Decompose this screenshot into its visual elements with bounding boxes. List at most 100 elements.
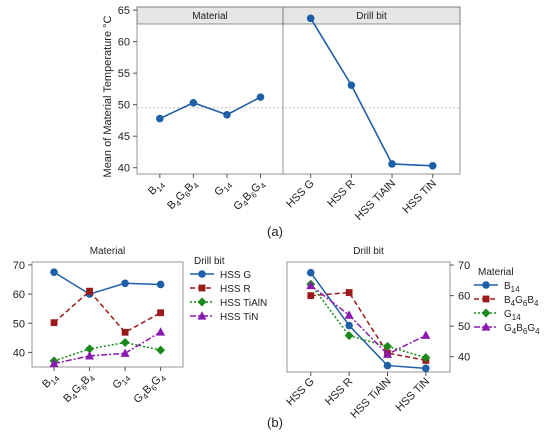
main-effect-line <box>159 96 261 120</box>
data-point <box>306 268 315 277</box>
data-point <box>223 110 231 119</box>
data-point <box>421 353 431 363</box>
label-text: G <box>515 295 523 306</box>
y-tick-label: 60 <box>13 289 25 301</box>
legend-swatch-marker <box>197 311 207 320</box>
label-subscript: 4 <box>259 181 269 191</box>
legend-title: Material <box>478 267 514 278</box>
x-tick-label: HSS R <box>325 178 357 210</box>
data-point <box>156 345 166 355</box>
x-tick-label: B4G6B4 <box>165 177 201 213</box>
legend-swatch-marker <box>482 281 490 289</box>
series-line <box>53 271 161 295</box>
y-tick-label: 55 <box>118 68 130 80</box>
data-point <box>345 289 353 296</box>
series-line <box>53 341 161 362</box>
label-subscript: 4 <box>159 374 169 384</box>
data-point <box>256 93 265 101</box>
x-tick-label: B14 <box>146 177 168 199</box>
y-tick-label: 45 <box>118 131 130 143</box>
series-line <box>53 331 162 365</box>
panel-title: Drill bit <box>353 246 384 257</box>
y-tick-label: 40 <box>458 352 470 364</box>
plot-frame <box>136 6 461 175</box>
label-subscript: 4 <box>241 198 251 208</box>
legend-swatch-marker <box>198 284 206 292</box>
data-point <box>383 361 392 370</box>
x-tick-label: HSS G <box>284 376 317 409</box>
label-subscript: 6 <box>249 190 259 200</box>
series-line <box>310 284 427 356</box>
y-tick-label: 70 <box>13 260 25 272</box>
data-point <box>120 338 130 347</box>
label-text: B <box>504 295 511 306</box>
series-line <box>310 283 427 359</box>
legend-label: B14 <box>504 281 520 294</box>
data-point <box>120 348 130 357</box>
data-point <box>382 341 392 351</box>
label-subscript: 4 <box>141 391 151 401</box>
y-tick-label: 70 <box>458 260 470 272</box>
data-point <box>156 327 166 336</box>
label-subscript: 4 <box>174 198 184 208</box>
y-tick-label: 60 <box>118 37 130 49</box>
label-subscript: 14 <box>512 313 521 322</box>
facet-strip-label: Drill bit <box>356 11 387 22</box>
panel-title: Material <box>90 246 126 257</box>
data-point <box>49 358 59 368</box>
plot-frame <box>286 261 451 373</box>
series-line <box>310 272 426 370</box>
y-tick-label: 60 <box>458 291 470 303</box>
label-subscript: 6 <box>183 189 193 199</box>
label-subscript: 4 <box>70 391 80 401</box>
x-tick-label: HSS TiAlN <box>353 178 398 223</box>
data-point <box>85 344 95 354</box>
x-tick-label: G4B6G4 <box>132 370 169 407</box>
x-tick-label: HSS R <box>323 376 355 408</box>
label-subscript: 4 <box>535 327 540 336</box>
label-subscript: 4 <box>512 327 517 336</box>
data-point <box>306 280 316 290</box>
data-point <box>121 279 129 288</box>
data-point <box>50 268 58 277</box>
data-point <box>156 114 164 123</box>
label-text: B <box>516 323 523 334</box>
data-point <box>307 292 315 300</box>
y-tick-label: 50 <box>13 318 25 330</box>
legend-label: B4G6B4 <box>504 295 539 308</box>
x-tick-label: B4G6B4 <box>61 370 97 406</box>
data-point <box>345 321 353 330</box>
data-point <box>189 98 198 107</box>
legend-swatch-marker <box>482 295 490 303</box>
x-tick-label: HSS TiN <box>401 178 439 216</box>
x-tick-label: G14 <box>110 370 133 393</box>
label-subscript: 4 <box>511 299 516 308</box>
legend-label: HSS G <box>220 270 251 281</box>
y-axis-label: Mean of Material Temperature °C <box>102 15 114 177</box>
legend-label: HSS R <box>220 284 251 295</box>
label-subscript: 6 <box>79 382 89 392</box>
label-subscript: 4 <box>534 299 539 308</box>
legend-label: G4B6G4 <box>504 323 540 336</box>
label-text: B <box>504 281 511 292</box>
x-tick-label: G4B6G4 <box>231 177 268 214</box>
data-point <box>344 331 354 341</box>
legend-swatch-marker <box>481 322 491 331</box>
panel-label-b: (b) <box>267 415 283 430</box>
data-point <box>344 310 354 319</box>
facet-strip-label: Material <box>192 11 228 22</box>
legend-label: G14 <box>504 309 521 322</box>
label-text: G <box>504 309 512 320</box>
label-text: G <box>504 323 512 334</box>
label-subscript: 6 <box>523 327 528 336</box>
label-text: B <box>527 295 534 306</box>
x-tick-label: HSS TiN <box>394 376 432 414</box>
data-point <box>422 364 430 373</box>
data-point <box>85 351 95 360</box>
x-tick-label: B14 <box>40 370 62 392</box>
data-point <box>306 14 315 23</box>
label-subscript: 4 <box>88 374 98 384</box>
label-subscript: 14 <box>511 285 520 294</box>
x-tick-label: G14 <box>212 177 235 200</box>
